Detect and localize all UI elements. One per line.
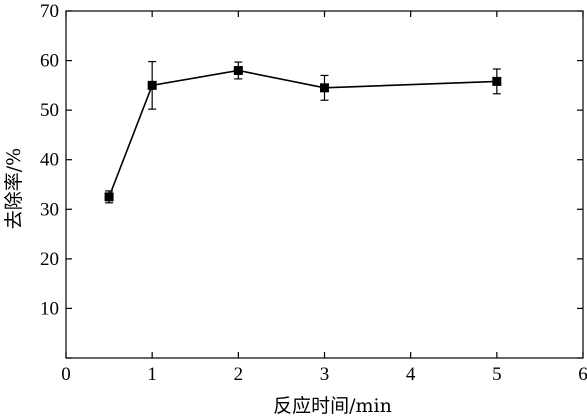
x-tick-label-6: 6 [578, 364, 587, 385]
data-point-2 [233, 65, 243, 75]
y-tick-label-5: 50 [40, 100, 59, 121]
y-tick-label-1: 10 [40, 298, 59, 319]
ticks [65, 10, 584, 359]
data-point-4 [492, 76, 502, 86]
x-axis-title: 反应时间/min [273, 395, 392, 417]
y-tick-label-4: 40 [40, 150, 59, 171]
data-point-3 [320, 83, 329, 93]
y-tick-label-2: 20 [40, 249, 59, 270]
y-tick-label-7: 70 [40, 1, 59, 22]
data-series [104, 60, 502, 204]
plot-frame [65, 10, 584, 359]
x-tick-label-4: 4 [406, 364, 416, 385]
x-tick-label-1: 1 [147, 364, 157, 385]
tick-labels: 0 1 2 3 4 5 6 10 20 30 40 50 60 70 [40, 1, 587, 385]
y-tick-label-3: 30 [40, 199, 59, 220]
x-tick-label-0: 0 [61, 364, 71, 385]
data-point-1 [147, 80, 157, 90]
data-point-0 [104, 192, 114, 202]
x-tick-label-3: 3 [320, 364, 330, 385]
series-line-0 [108, 69, 497, 198]
y-axis-title: 去除率/% [3, 148, 25, 229]
axes [65, 10, 584, 359]
x-tick-label-5: 5 [492, 364, 502, 385]
y-tick-label-6: 60 [40, 51, 59, 72]
x-tick-label-2: 2 [234, 364, 244, 385]
